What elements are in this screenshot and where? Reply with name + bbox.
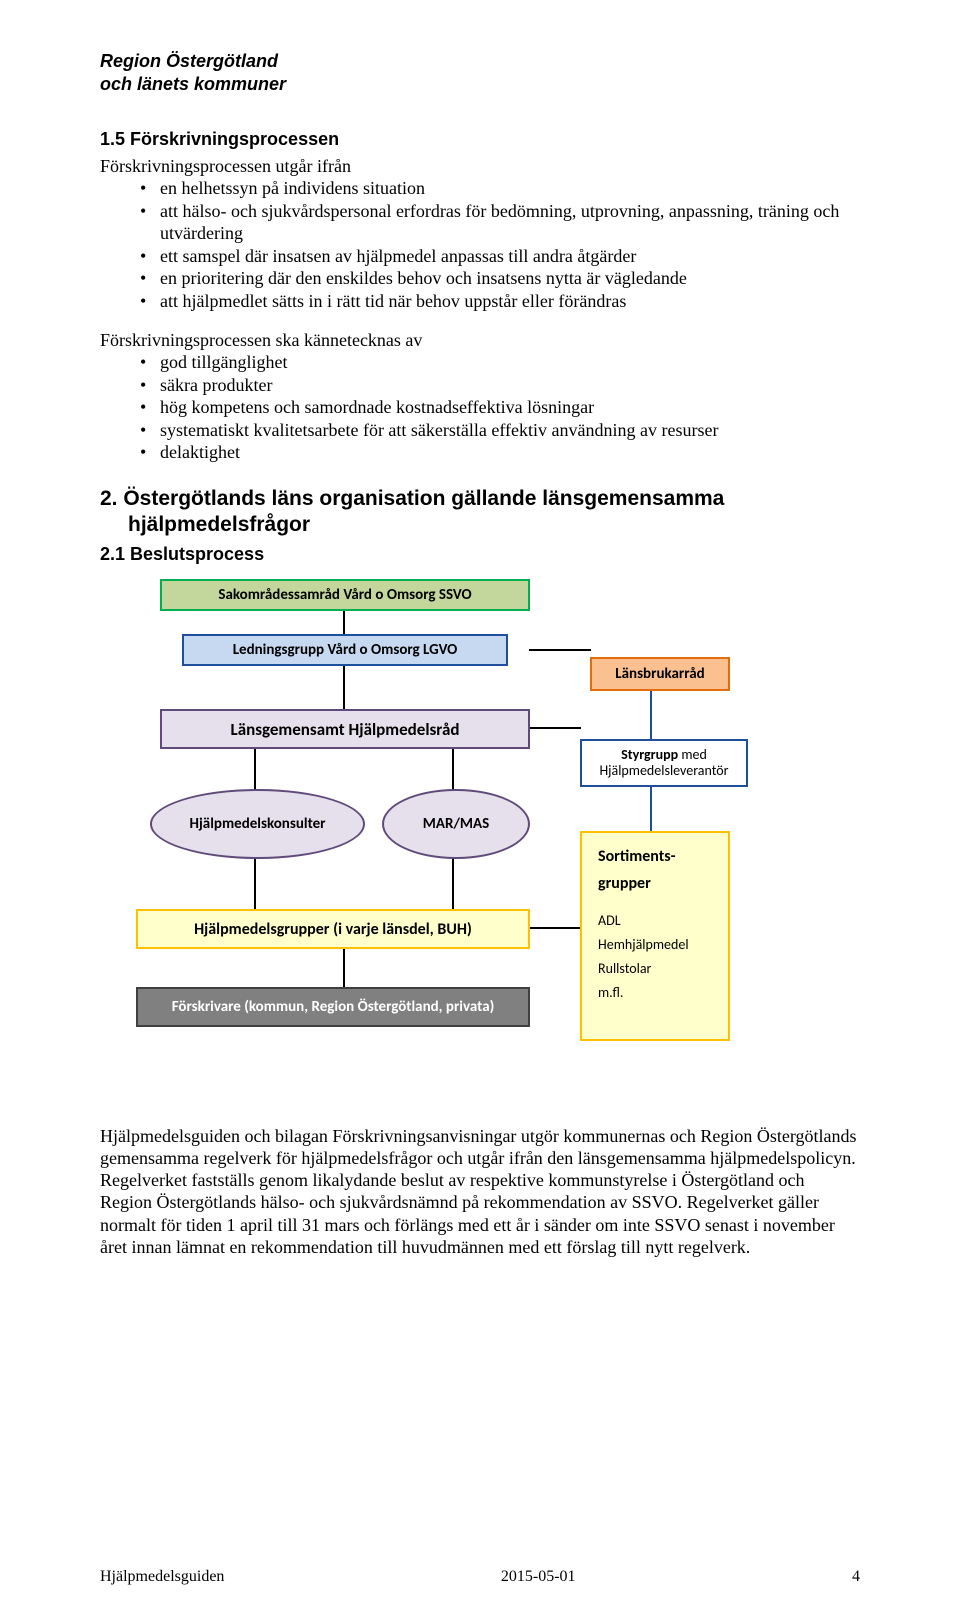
box-lgvo-label: Ledningsgrupp Vård o Omsorg LGVO: [233, 641, 458, 659]
styr-l1: Styrgrupp: [621, 746, 681, 763]
box-ssvo-label: Sakområdessamråd Vård o Omsorg SSVO: [218, 586, 471, 604]
list-item: en helhetssyn på individens situation: [140, 177, 860, 200]
box-styrgrupp: Styrgrupp med Hjälpmedelsleverantör: [580, 739, 748, 787]
sort-t1: Sortiments-: [598, 847, 676, 866]
box-rad-label: Länsgemensamt Hjälpmedelsråd: [231, 719, 460, 740]
connector: [343, 664, 345, 711]
intro-2: Förskrivningsprocessen ska kännetecknas …: [100, 330, 860, 351]
connector: [650, 689, 652, 741]
box-brukarrad: Länsbrukarråd: [590, 657, 730, 691]
heading-2-1: 2.1 Beslutsprocess: [100, 544, 860, 565]
sort-line: ADL: [598, 912, 621, 929]
org-diagram: Sakområdessamråd Vård o Omsorg SSVO Ledn…: [120, 579, 760, 1069]
page-footer: Hjälpmedelsguiden 2015-05-01 4: [100, 1568, 860, 1586]
sort-line: Rullstolar: [598, 960, 651, 977]
connector: [452, 855, 454, 911]
box-lgvo: Ledningsgrupp Vård o Omsorg LGVO: [182, 634, 508, 666]
box-ssvo: Sakområdessamråd Vård o Omsorg SSVO: [160, 579, 530, 611]
list-item: delaktighet: [140, 441, 860, 464]
ellipse-marmas-label: MAR/MAS: [423, 815, 489, 833]
box-hjalpmedelsgrupper: Hjälpmedelsgrupper (i varje länsdel, BUH…: [136, 909, 530, 949]
heading-2: 2. Östergötlands läns organisation gälla…: [128, 486, 860, 539]
bullet-list-2: god tillgänglighet säkra produkter hög k…: [100, 351, 860, 464]
sort-title: Sortiments- grupper: [598, 843, 718, 897]
footer-pagenum: 4: [852, 1568, 860, 1586]
connector: [343, 947, 345, 989]
ellipse-marmas: MAR/MAS: [382, 789, 530, 859]
connector: [343, 609, 345, 636]
connector: [529, 649, 591, 651]
box-grupper-label: Hjälpmedelsgrupper (i varje länsdel, BUH…: [194, 920, 472, 939]
list-item: god tillgänglighet: [140, 351, 860, 374]
ellipse-konsulter: Hjälpmedelskonsulter: [150, 789, 365, 859]
connector: [254, 855, 256, 911]
list-item: säkra produkter: [140, 374, 860, 397]
sort-line: m.fl.: [598, 984, 623, 1001]
bottom-paragraph: Hjälpmedelsguiden och bilagan Förskrivni…: [100, 1125, 860, 1258]
box-forskrivare-label: Förskrivare (kommun, Region Östergötland…: [172, 998, 495, 1016]
heading-1-5: 1.5 Förskrivningsprocessen: [100, 129, 860, 150]
header-line2: och länets kommuner: [100, 74, 286, 94]
styr-line: Styrgrupp med: [621, 747, 707, 763]
sort-body: Sortiments- grupper ADL Hemhjälpmedel Ru…: [592, 843, 718, 1005]
connector: [529, 727, 581, 729]
sort-t2: grupper: [598, 874, 651, 893]
ellipse-konsulter-label: Hjälpmedelskonsulter: [190, 815, 326, 833]
page-header: Region Östergötland och länets kommuner: [100, 50, 860, 95]
list-item: att hälso- och sjukvårdspersonal erfordr…: [140, 200, 860, 245]
sort-line: Hemhjälpmedel: [598, 936, 689, 953]
styr-l2: med: [681, 746, 707, 763]
box-brukarrad-label: Länsbrukarråd: [615, 665, 704, 683]
connector: [650, 785, 652, 833]
list-item: ett samspel där insatsen av hjälpmedel a…: [140, 245, 860, 268]
list-item: att hjälpmedlet sätts in i rätt tid när …: [140, 290, 860, 313]
intro-1: Förskrivningsprocessen utgår ifrån: [100, 156, 860, 177]
bullet-list-1: en helhetssyn på individens situation at…: [100, 177, 860, 312]
header-line1: Region Östergötland: [100, 51, 278, 71]
box-hjalpmedelsrad: Länsgemensamt Hjälpmedelsråd: [160, 709, 530, 749]
box-sortimentsgrupper: Sortiments- grupper ADL Hemhjälpmedel Ru…: [580, 831, 730, 1041]
list-item: systematiskt kvalitetsarbete för att säk…: [140, 419, 860, 442]
footer-center: 2015-05-01: [501, 1568, 576, 1586]
styr-l3: Hjälpmedelsleverantör: [599, 763, 728, 779]
connector: [528, 927, 582, 929]
list-item: en prioritering där den enskildes behov …: [140, 267, 860, 290]
footer-left: Hjälpmedelsguiden: [100, 1568, 224, 1586]
box-forskrivare: Förskrivare (kommun, Region Östergötland…: [136, 987, 530, 1027]
list-item: hög kompetens och samordnade kostnadseff…: [140, 396, 860, 419]
